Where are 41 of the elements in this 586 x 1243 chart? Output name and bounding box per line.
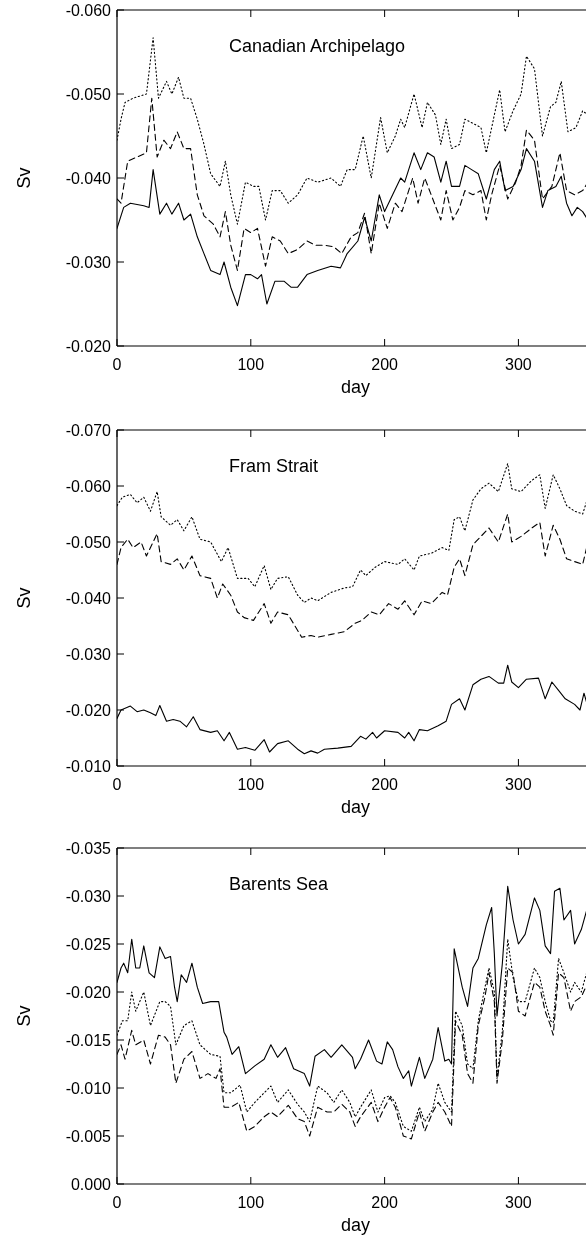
y-tick-label: -0.015 <box>65 1031 112 1049</box>
y-tick-label: -0.020 <box>65 701 112 719</box>
x-tick-label: 0 <box>112 356 122 373</box>
x-tick-label: 200 <box>371 1194 399 1211</box>
y-tick-label: -0.020 <box>65 337 112 355</box>
y-tick-label: -0.020 <box>65 983 112 1001</box>
y-tick-label: -0.010 <box>65 757 112 775</box>
x-tick-label: 300 <box>505 356 532 373</box>
y-tick-label: -0.050 <box>65 85 112 103</box>
text: Barents Sea <box>229 874 330 894</box>
x-tick-label: 300 <box>505 1194 532 1211</box>
x-tick-label: 0 <box>112 776 122 793</box>
y-tick-label: 0.000 <box>70 1175 112 1193</box>
text: Canadian Archipelago <box>229 36 406 56</box>
text: Fram Strait <box>229 456 319 476</box>
y-axis-title: Sv <box>14 167 34 189</box>
y-tick-label: -0.025 <box>65 935 112 953</box>
x-tick-label: 100 <box>237 356 265 373</box>
y-tick-label: -0.040 <box>65 589 112 607</box>
x-tick-label: 100 <box>237 1194 265 1211</box>
x-axis-title: day <box>340 1215 371 1235</box>
y-tick-label: -0.060 <box>65 477 112 495</box>
y-axis-title: Sv <box>14 1005 34 1027</box>
y-tick-label: -0.040 <box>65 169 112 187</box>
y-tick-label: -0.035 <box>65 839 112 857</box>
y-tick-label: -0.010 <box>65 1079 112 1097</box>
x-axis-title: day <box>340 377 371 397</box>
x-tick-label: 100 <box>237 776 265 793</box>
x-tick-label: 300 <box>505 776 532 793</box>
y-axis-title: Sv <box>14 587 34 609</box>
y-tick-label: -0.070 <box>65 421 112 439</box>
y-tick-label: -0.030 <box>65 645 112 663</box>
x-axis-title: day <box>340 797 371 817</box>
y-tick-label: -0.005 <box>65 1127 112 1145</box>
y-tick-label: -0.060 <box>65 1 112 19</box>
y-tick-label: -0.030 <box>65 253 112 271</box>
x-tick-label: 200 <box>371 776 399 793</box>
x-tick-label: 0 <box>112 1194 122 1211</box>
y-tick-label: -0.050 <box>65 533 112 551</box>
y-tick-label: -0.030 <box>65 887 112 905</box>
x-tick-label: 200 <box>371 356 399 373</box>
